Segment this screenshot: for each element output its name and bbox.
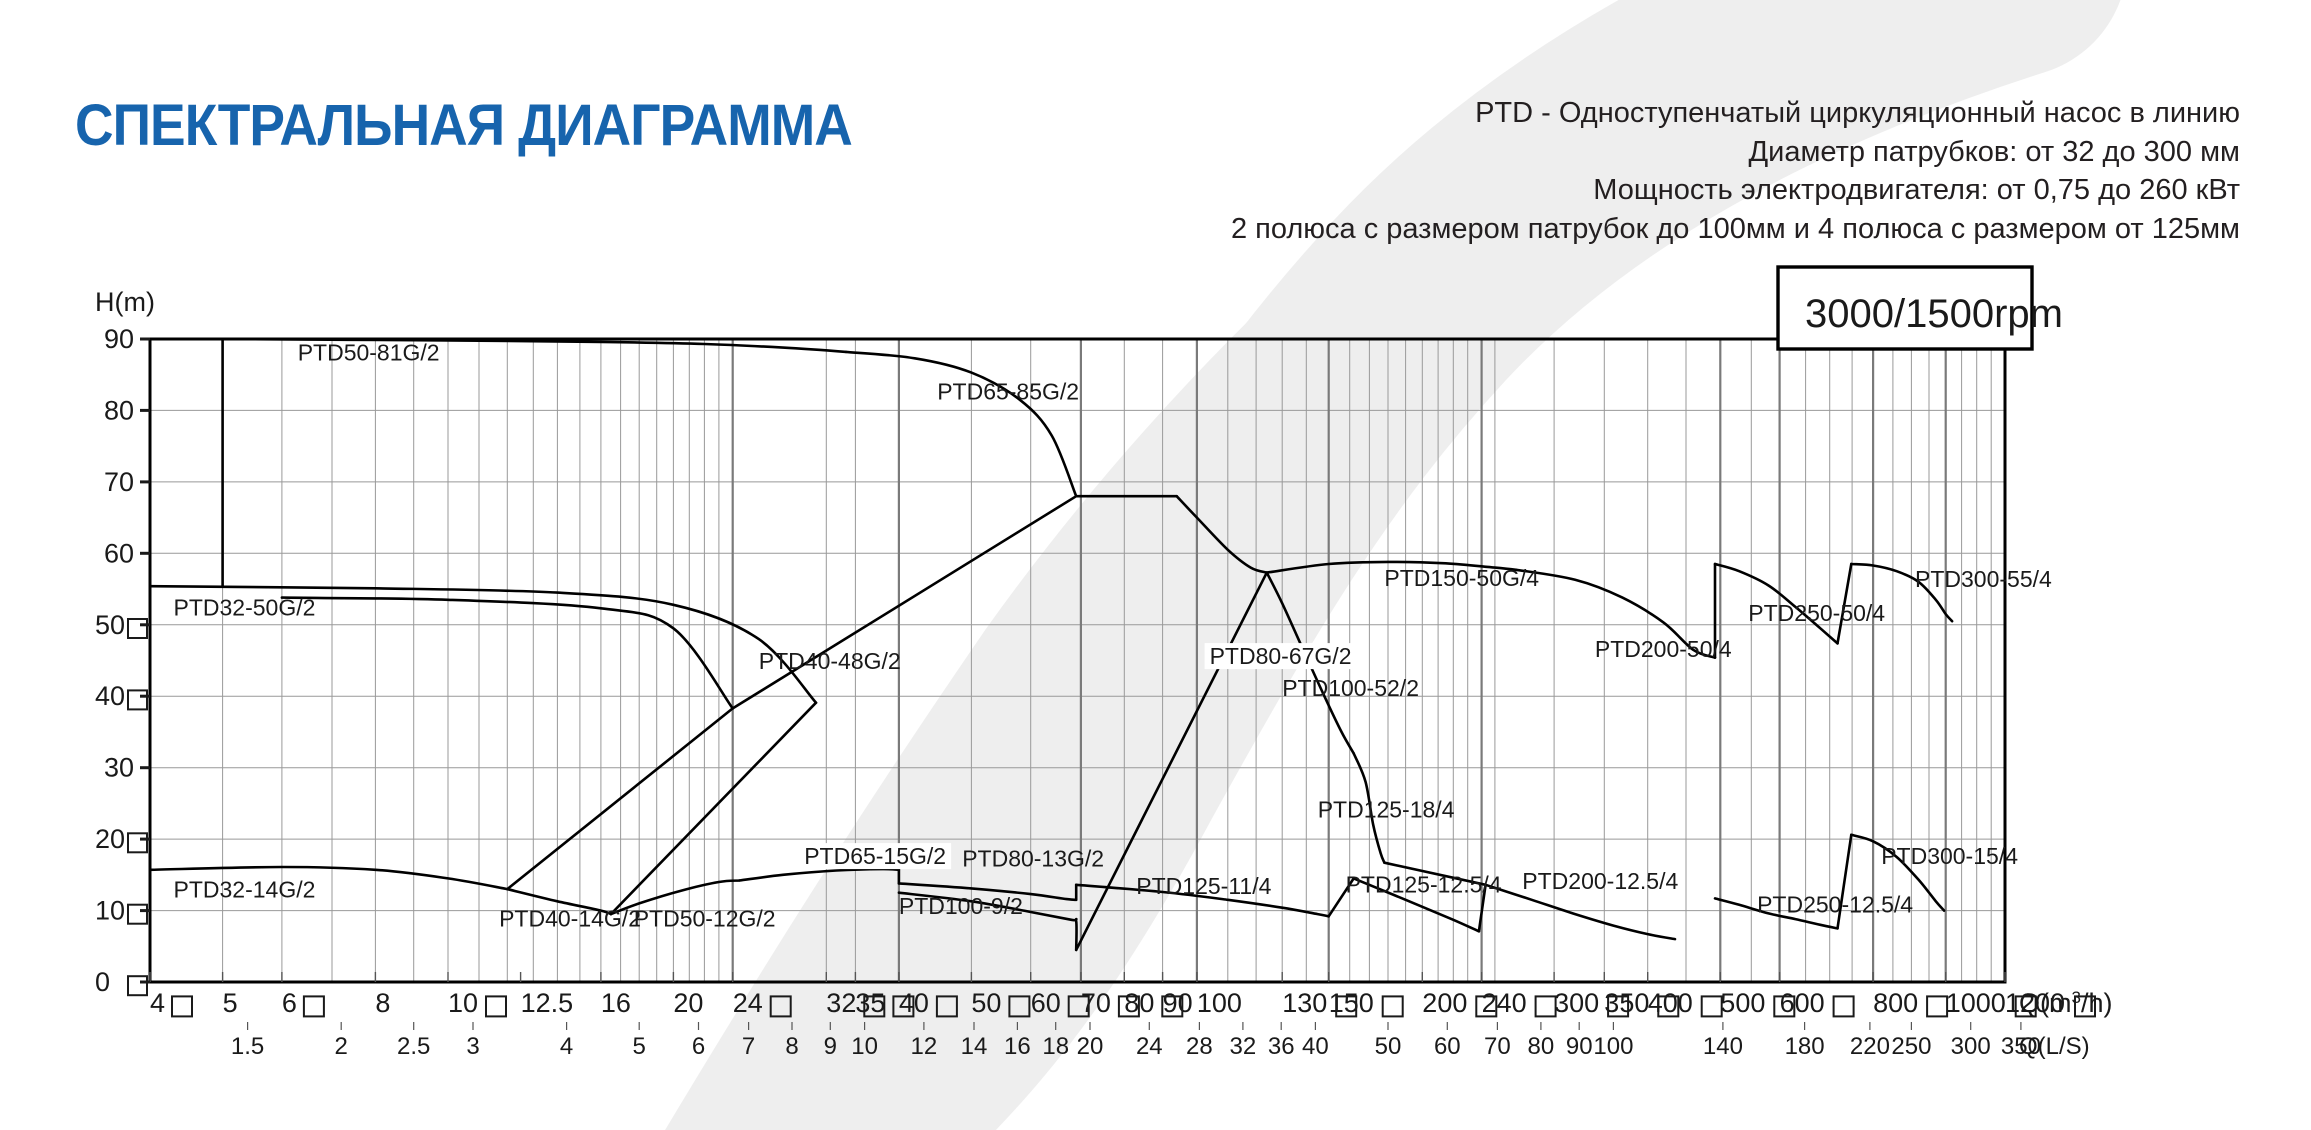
svg-text:PTD65-15G/2: PTD65-15G/2	[804, 843, 946, 869]
svg-text:32: 32	[1230, 1033, 1257, 1060]
svg-text:6: 6	[282, 988, 297, 1018]
svg-text:800: 800	[1873, 988, 1918, 1018]
svg-text:90: 90	[1566, 1033, 1593, 1060]
svg-text:90: 90	[104, 324, 134, 354]
svg-text:12: 12	[911, 1033, 938, 1060]
svg-text:36: 36	[1268, 1033, 1295, 1060]
svg-text:5: 5	[223, 988, 238, 1018]
svg-text:60: 60	[1434, 1033, 1461, 1060]
svg-text:100: 100	[1593, 1033, 1633, 1060]
svg-text:PTD100-52/2: PTD100-52/2	[1282, 675, 1419, 701]
svg-text:2.5: 2.5	[397, 1033, 430, 1060]
svg-text:70: 70	[1081, 988, 1111, 1018]
svg-text:9: 9	[824, 1033, 837, 1060]
svg-text:PTD40-48G/2: PTD40-48G/2	[759, 648, 901, 674]
svg-text:80: 80	[1528, 1033, 1555, 1060]
svg-text:150: 150	[1329, 988, 1374, 1018]
svg-text:10: 10	[851, 1033, 878, 1060]
svg-text:2: 2	[335, 1033, 348, 1060]
svg-text:PTD32-50G/2: PTD32-50G/2	[174, 595, 316, 621]
svg-text:PTD32-14G/2: PTD32-14G/2	[174, 877, 316, 903]
svg-text:16: 16	[1004, 1033, 1031, 1060]
svg-text:40: 40	[1302, 1033, 1329, 1060]
svg-text:Q(m3/h): Q(m3/h)	[2019, 988, 2112, 1019]
svg-text:32: 32	[826, 988, 856, 1018]
svg-text:PTD150-50G/4: PTD150-50G/4	[1384, 565, 1539, 591]
svg-text:PTD100-9/2: PTD100-9/2	[899, 893, 1023, 919]
svg-text:24: 24	[733, 988, 763, 1018]
svg-text:7: 7	[742, 1033, 755, 1060]
svg-text:28: 28	[1186, 1033, 1213, 1060]
svg-text:20: 20	[673, 988, 703, 1018]
svg-text:20: 20	[1077, 1033, 1104, 1060]
svg-text:18: 18	[1042, 1033, 1069, 1060]
svg-text:PTD250-12.5/4: PTD250-12.5/4	[1757, 892, 1913, 918]
svg-text:30: 30	[104, 753, 134, 783]
svg-text:35: 35	[855, 988, 885, 1018]
svg-text:PTD65-85G/2: PTD65-85G/2	[937, 379, 1079, 405]
svg-text:4: 4	[150, 988, 165, 1018]
svg-text:1000: 1000	[1946, 988, 2006, 1018]
svg-text:140: 140	[1703, 1033, 1743, 1060]
svg-text:PTD40-14G/2: PTD40-14G/2	[499, 905, 641, 931]
svg-text:PTD50-81G/2: PTD50-81G/2	[298, 339, 440, 365]
svg-text:100: 100	[1197, 988, 1242, 1018]
svg-text:PTD300-15/4: PTD300-15/4	[1881, 843, 2018, 869]
svg-text:1.5: 1.5	[231, 1033, 264, 1060]
svg-text:Q(L/S): Q(L/S)	[2019, 1033, 2090, 1060]
svg-text:300: 300	[1951, 1033, 1991, 1060]
svg-text:50: 50	[971, 988, 1001, 1018]
svg-text:40: 40	[899, 988, 929, 1018]
svg-text:350: 350	[1604, 988, 1649, 1018]
svg-text:6: 6	[692, 1033, 705, 1060]
svg-text:PTD125-11/4: PTD125-11/4	[1136, 873, 1271, 899]
svg-text:PTD125-12.5/4: PTD125-12.5/4	[1346, 872, 1502, 898]
svg-text:400: 400	[1648, 988, 1693, 1018]
svg-text:24: 24	[1136, 1033, 1163, 1060]
svg-text:80: 80	[104, 395, 134, 425]
svg-text:PTD300-55/4: PTD300-55/4	[1915, 566, 2052, 592]
svg-text:200: 200	[1422, 988, 1467, 1018]
svg-text:180: 180	[1785, 1033, 1825, 1060]
svg-text:250: 250	[1891, 1033, 1931, 1060]
svg-text:300: 300	[1554, 988, 1599, 1018]
svg-text:PTD250-50/4: PTD250-50/4	[1748, 600, 1885, 626]
svg-text:PTD50-12G/2: PTD50-12G/2	[634, 905, 776, 931]
svg-text:0: 0	[95, 967, 110, 997]
svg-text:90: 90	[1163, 988, 1193, 1018]
svg-text:12.5: 12.5	[521, 988, 574, 1018]
svg-text:70: 70	[1484, 1033, 1511, 1060]
svg-text:80: 80	[1124, 988, 1154, 1018]
svg-text:5: 5	[633, 1033, 646, 1060]
svg-text:20: 20	[95, 824, 125, 854]
svg-text:50: 50	[1375, 1033, 1402, 1060]
svg-text:70: 70	[104, 467, 134, 497]
svg-text:60: 60	[1031, 988, 1061, 1018]
svg-text:PTD200-12.5/4: PTD200-12.5/4	[1522, 868, 1678, 894]
svg-text:3: 3	[466, 1033, 479, 1060]
svg-text:10: 10	[95, 896, 125, 926]
svg-text:240: 240	[1482, 988, 1527, 1018]
svg-text:40: 40	[95, 681, 125, 711]
svg-text:PTD80-13G/2: PTD80-13G/2	[962, 845, 1104, 871]
svg-text:16: 16	[601, 988, 631, 1018]
svg-text:8: 8	[785, 1033, 798, 1060]
svg-text:PTD125-18/4: PTD125-18/4	[1318, 797, 1455, 823]
svg-text:PTD80-67G/2: PTD80-67G/2	[1210, 643, 1352, 669]
svg-text:4: 4	[560, 1033, 573, 1060]
svg-text:3000/1500rpm: 3000/1500rpm	[1805, 292, 2063, 336]
svg-text:50: 50	[95, 610, 125, 640]
svg-text:PTD200-50/4: PTD200-50/4	[1595, 636, 1732, 662]
svg-text:H(m): H(m)	[95, 287, 155, 317]
svg-text:60: 60	[104, 538, 134, 568]
svg-text:500: 500	[1720, 988, 1765, 1018]
svg-text:220: 220	[1850, 1033, 1890, 1060]
svg-text:600: 600	[1780, 988, 1825, 1018]
svg-text:10: 10	[448, 988, 478, 1018]
svg-text:8: 8	[375, 988, 390, 1018]
svg-text:14: 14	[961, 1033, 988, 1060]
svg-text:130: 130	[1282, 988, 1327, 1018]
